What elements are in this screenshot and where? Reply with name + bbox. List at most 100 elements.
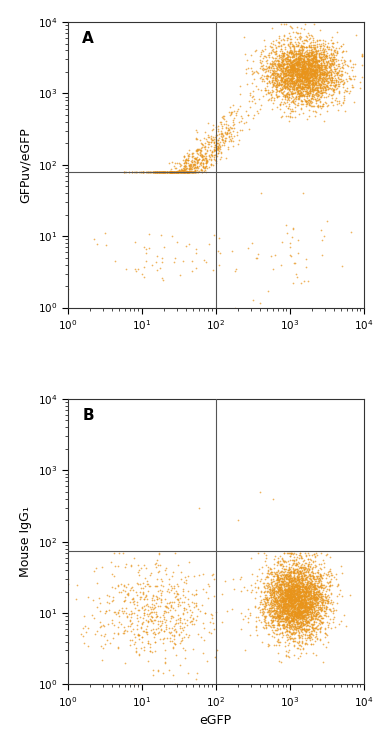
Point <box>279 619 285 631</box>
Point <box>300 82 306 93</box>
Point <box>292 55 298 67</box>
Point <box>296 573 302 584</box>
Point <box>291 600 297 612</box>
Point <box>286 566 292 578</box>
Point <box>332 53 338 65</box>
Point <box>292 627 298 639</box>
Point <box>216 142 222 154</box>
Point <box>297 631 303 643</box>
Point <box>196 149 202 161</box>
Point <box>295 590 301 601</box>
Point <box>293 68 299 80</box>
Point <box>162 600 168 612</box>
Point <box>274 573 280 584</box>
Point <box>260 621 266 633</box>
Point <box>273 35 279 46</box>
Point <box>304 50 310 62</box>
Point <box>282 70 288 82</box>
Point <box>292 609 298 621</box>
Point <box>289 47 295 59</box>
Point <box>168 166 174 177</box>
Point <box>309 57 315 68</box>
Point <box>301 590 307 601</box>
Point <box>303 66 309 77</box>
Point <box>293 548 299 560</box>
Point <box>313 621 319 633</box>
Point <box>294 587 300 598</box>
Point <box>312 592 318 604</box>
Point <box>300 643 306 655</box>
Point <box>308 57 314 69</box>
Point <box>285 49 291 61</box>
Point <box>327 61 333 73</box>
Point <box>333 66 339 77</box>
Point <box>303 613 309 625</box>
Point <box>299 611 305 623</box>
Point <box>319 68 325 80</box>
Point <box>303 52 309 63</box>
Point <box>170 166 176 177</box>
Point <box>309 68 315 79</box>
Point <box>297 75 303 87</box>
Point <box>302 71 308 83</box>
Point <box>290 22 296 34</box>
Point <box>305 597 311 609</box>
Point <box>275 611 281 623</box>
Point <box>318 75 324 87</box>
Point <box>264 80 270 92</box>
Point <box>320 590 326 601</box>
Point <box>275 613 281 625</box>
Point <box>307 588 313 600</box>
Point <box>325 71 331 83</box>
Point <box>161 166 167 177</box>
Point <box>296 568 302 580</box>
Point <box>301 68 307 79</box>
Point <box>299 605 305 617</box>
Point <box>260 60 266 72</box>
Point <box>199 151 205 163</box>
Point <box>329 58 335 70</box>
Point <box>292 59 298 71</box>
Point <box>274 606 280 618</box>
Point <box>317 623 323 634</box>
Point <box>260 636 266 648</box>
Point <box>303 57 309 69</box>
Point <box>243 644 249 656</box>
Point <box>295 39 301 51</box>
Point <box>262 72 268 84</box>
Point <box>302 597 308 609</box>
Point <box>263 622 269 634</box>
Point <box>287 572 293 584</box>
Point <box>299 558 305 570</box>
Point <box>284 601 290 612</box>
Point <box>300 72 306 84</box>
Point <box>309 599 315 611</box>
Point <box>284 586 290 598</box>
Point <box>167 604 173 616</box>
Point <box>136 604 142 616</box>
Point <box>291 60 297 71</box>
Point <box>332 63 338 75</box>
Point <box>204 162 210 174</box>
Point <box>326 77 332 88</box>
Point <box>253 611 259 623</box>
Point <box>325 595 331 607</box>
Point <box>282 583 288 595</box>
Point <box>297 50 303 62</box>
Point <box>301 41 307 53</box>
Point <box>286 594 292 606</box>
Point <box>334 82 340 94</box>
Point <box>322 56 328 68</box>
Point <box>289 605 295 617</box>
Point <box>222 127 228 139</box>
Point <box>296 599 302 611</box>
Point <box>309 74 315 85</box>
Point <box>288 620 294 632</box>
Point <box>292 593 298 605</box>
Point <box>275 565 281 576</box>
Point <box>318 564 324 576</box>
Point <box>291 620 297 632</box>
Point <box>296 49 302 60</box>
Point <box>287 610 293 622</box>
Point <box>285 602 291 614</box>
